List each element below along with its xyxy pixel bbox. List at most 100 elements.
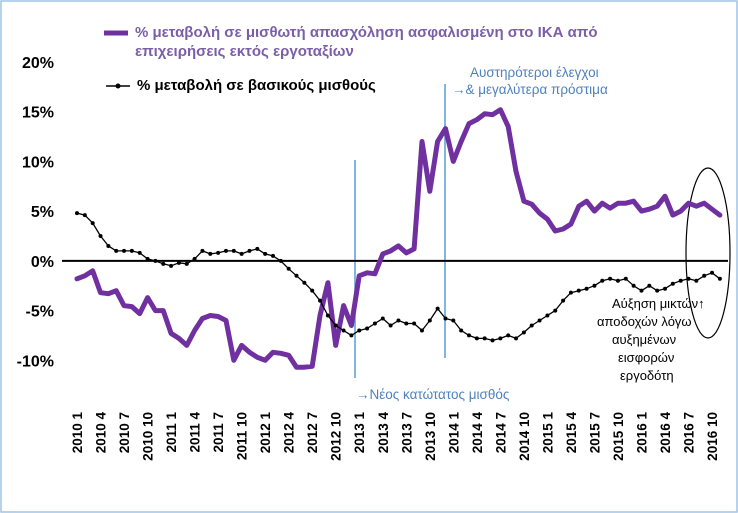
data-point (670, 281, 675, 286)
data-point (584, 286, 589, 291)
data-point (639, 288, 644, 293)
data-point (278, 258, 283, 263)
x-tick-label: 2013 10 (423, 412, 438, 461)
data-point (302, 280, 307, 285)
x-tick-label: 2011 4 (188, 412, 203, 453)
data-point (255, 246, 260, 251)
annotation: →& μεγαλύτερα πρόστιμα (452, 82, 608, 97)
data-point (310, 288, 315, 293)
data-point (333, 323, 338, 328)
x-tick-label: 2014 1 (446, 412, 461, 454)
data-point (161, 261, 166, 266)
data-point (122, 248, 127, 253)
x-tick-label: 2011 10 (235, 412, 250, 460)
annotation: αποδοχών λόγω (597, 314, 692, 329)
y-tick-label: -5% (26, 304, 54, 321)
data-point (325, 313, 330, 318)
data-point (184, 261, 189, 266)
data-point (200, 248, 205, 253)
data-point (592, 283, 597, 288)
data-point (263, 251, 268, 256)
legend-swatch (115, 83, 121, 89)
data-point (631, 283, 636, 288)
data-point (129, 248, 134, 253)
data-point (467, 333, 471, 338)
data-point (192, 256, 197, 261)
data-point (655, 288, 660, 293)
highlight-ellipse (685, 167, 731, 339)
data-point (663, 286, 667, 291)
data-point (561, 298, 566, 303)
x-tick-label: 2015 4 (564, 412, 579, 454)
legend-label: % μεταβολή σε μισθωτή απασχόληση ασφαλισ… (135, 24, 598, 60)
x-tick-label: 2010 1 (70, 412, 85, 454)
data-point (396, 318, 401, 323)
data-point (482, 336, 487, 341)
data-point (106, 243, 111, 248)
data-point (90, 221, 95, 226)
data-point (404, 321, 409, 326)
data-point (223, 248, 228, 253)
y-tick-label: -10% (17, 353, 54, 370)
annotation: →Νέος κατώτατος μισθός (356, 387, 510, 402)
data-point (419, 328, 424, 333)
data-point (286, 266, 291, 271)
annotation: εργοδότη (620, 368, 674, 383)
data-point (521, 330, 526, 335)
x-tick-label: 2011 7 (211, 412, 226, 453)
data-point (474, 336, 479, 341)
data-point (623, 276, 628, 281)
data-point (208, 251, 213, 256)
x-tick-label: 2016 1 (634, 412, 649, 454)
data-point (514, 336, 519, 341)
x-tick-label: 2013 7 (399, 412, 414, 453)
x-tick-label: 2013 1 (352, 412, 367, 454)
x-tick-label: 2010 10 (141, 412, 156, 461)
x-tick-label: 2015 1 (540, 412, 555, 454)
data-point (75, 211, 79, 216)
data-point (412, 321, 417, 326)
x-tick-label: 2014 7 (493, 412, 508, 453)
data-point (615, 278, 620, 283)
data-point (451, 318, 456, 323)
y-tick-label: 0% (31, 254, 54, 271)
x-tick-label: 2012 7 (305, 412, 320, 453)
data-point (341, 328, 346, 333)
data-point (717, 276, 722, 281)
data-point (176, 260, 181, 265)
data-point (678, 278, 683, 283)
data-point (271, 253, 275, 258)
data-point (529, 323, 534, 328)
x-tick-label: 2015 7 (587, 412, 602, 453)
data-point (145, 256, 150, 261)
data-point (216, 250, 221, 255)
data-point (372, 321, 377, 326)
data-point (388, 323, 393, 328)
data-point (686, 276, 691, 281)
data-point (537, 318, 542, 323)
data-point (498, 336, 503, 341)
data-point (545, 313, 550, 318)
y-tick-label: 5% (31, 204, 54, 221)
annotation: εισφορών (618, 350, 675, 365)
x-tick-label: 2012 10 (329, 412, 344, 461)
data-point (153, 258, 158, 263)
data-point (568, 290, 573, 295)
legend-label: % μεταβολή σε βασικούς μισθούς (137, 77, 376, 94)
x-tick-label: 2010 4 (94, 412, 109, 454)
data-point (490, 338, 495, 343)
y-tick-label: 10% (22, 154, 54, 171)
data-point (694, 278, 699, 283)
data-point (294, 273, 299, 278)
data-point (82, 213, 87, 218)
data-point (443, 316, 448, 321)
data-point (169, 263, 174, 268)
y-tick-label: 20% (22, 55, 54, 72)
data-point (608, 276, 613, 281)
x-tick-label: 2012 4 (282, 412, 297, 454)
data-point (380, 316, 385, 321)
x-tick-label: 2010 7 (117, 412, 132, 453)
